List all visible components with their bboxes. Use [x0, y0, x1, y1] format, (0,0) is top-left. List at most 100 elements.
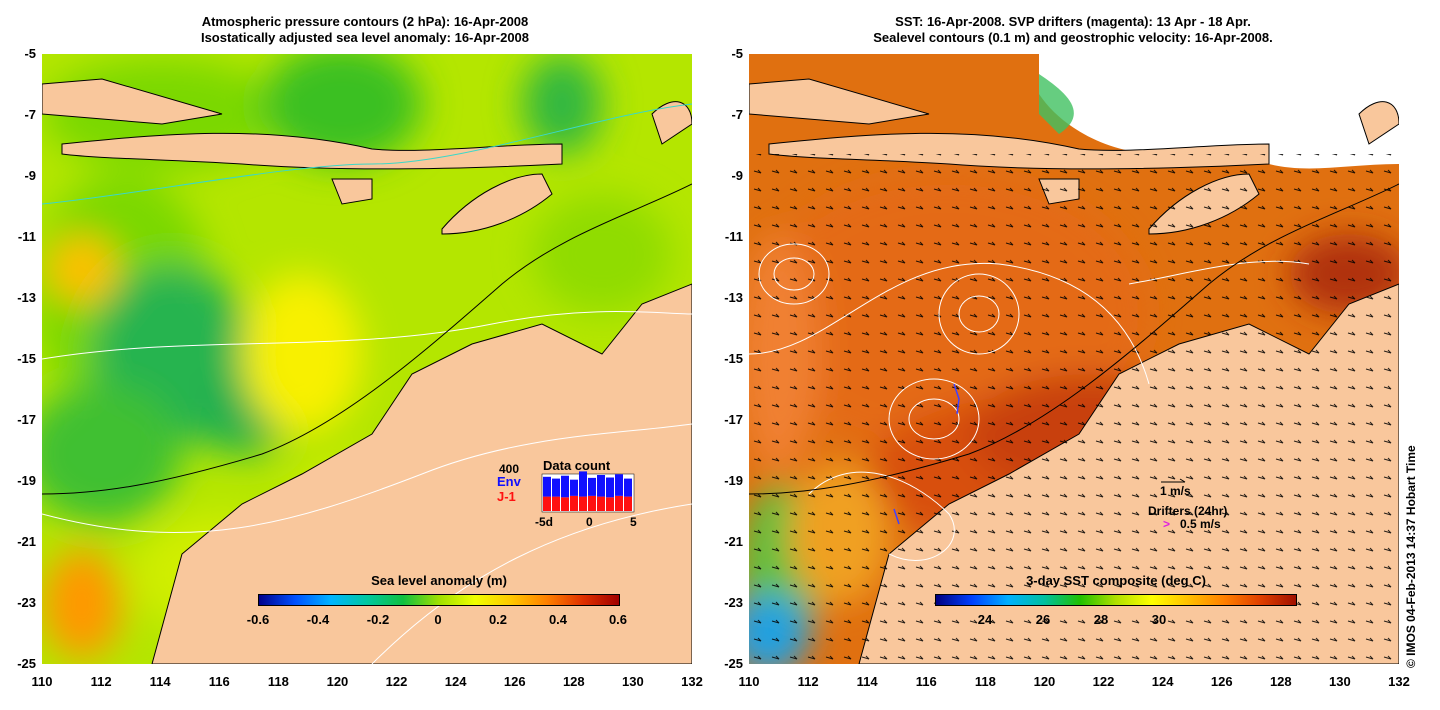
- sst-map-svg: [749, 54, 1399, 664]
- data-count-bar-j1: [570, 495, 578, 511]
- drifter-legend-title: Drifters (24hr): [1148, 504, 1228, 518]
- data-count-bar-env: [543, 476, 551, 497]
- data-count-bar-j1: [597, 496, 605, 511]
- data-count-title: Data count: [543, 458, 611, 473]
- right-x-tick-label: 132: [1388, 674, 1410, 689]
- left-x-tick-label: 110: [31, 674, 53, 689]
- sla-colorbar-title: Sea level anomaly (m): [371, 573, 507, 588]
- right-y-tick-label: -11: [724, 229, 743, 244]
- right-x-tick-label: 120: [1033, 674, 1056, 689]
- right-x-tick-label: 130: [1329, 674, 1351, 689]
- right-y-tick-label: -17: [724, 412, 743, 427]
- sst-colorbar-tick-label: 26: [1035, 612, 1051, 627]
- pressure-contour-cyan: [42, 103, 692, 205]
- cloud-edge: [1039, 74, 1074, 134]
- right-y-tick-label: -25: [724, 656, 743, 671]
- data-count-max-label: 400: [499, 462, 520, 476]
- sla-colorbar-tick-label: 0.2: [488, 612, 508, 627]
- imos-credit: © IMOS 04-Feb-2013 14:37 Hobart Time: [1404, 445, 1418, 668]
- pressure-contour: [42, 311, 692, 360]
- velocity-scale-arrowhead: [1179, 478, 1186, 483]
- right-x-tick-label: 116: [915, 674, 937, 689]
- sla-colorbar-tick-label: -0.4: [306, 612, 330, 627]
- right-x-tick-label: 118: [974, 674, 996, 689]
- left-y-tick-label: -21: [17, 534, 36, 549]
- data-count-xlabel-start: -5d: [535, 515, 553, 529]
- geostrophic-velocity-arrows: [749, 154, 1399, 664]
- data-count-bar-j1: [552, 496, 560, 511]
- sst-colorbar-title: 3-day SST composite (deg C): [1026, 573, 1206, 588]
- pressure-contour: [371, 503, 692, 664]
- left-x-tick-label: 120: [326, 674, 349, 689]
- left-y-tick-label: -11: [17, 229, 36, 244]
- data-count-bar-j1: [543, 496, 551, 511]
- data-count-bar-env: [624, 478, 632, 497]
- data-count-bar-env: [597, 475, 605, 497]
- data-count-xlabel-mid: 0: [586, 515, 593, 529]
- indonesian-islands: [61, 132, 563, 170]
- left-x-tick-label: 130: [622, 674, 644, 689]
- sla-colorbar-tick-label: 0: [434, 612, 442, 627]
- drifter-track: [953, 383, 960, 415]
- right-y-tick-label: -5: [731, 46, 743, 61]
- drifter-track: [893, 508, 900, 525]
- right-y-tick-label: -13: [724, 290, 743, 305]
- right-y-tick-label: -15: [724, 351, 743, 366]
- left-title-line1: Atmospheric pressure contours (2 hPa): 1…: [201, 14, 529, 29]
- sst-map: 1 m/s Drifters (24hr) > 0.5 m/s 3-day SS…: [749, 54, 1399, 664]
- left-y-tick-label: -19: [17, 473, 36, 488]
- java-island: [749, 78, 930, 125]
- data-count-bar-env: [615, 474, 623, 496]
- drifter-legend-scale: 0.5 m/s: [1180, 517, 1221, 531]
- sla-colorbar: [258, 594, 620, 606]
- left-y-tick-label: -25: [17, 656, 36, 671]
- left-y-tick-label: -23: [17, 595, 36, 610]
- right-x-tick-label: 128: [1269, 674, 1292, 689]
- sla-colorbar-tick-label: 0.6: [608, 612, 628, 627]
- sla-colorbar-tick-label: -0.6: [246, 612, 270, 627]
- right-x-tick-label: 112: [797, 674, 819, 689]
- legend-j1: J-1: [497, 489, 516, 504]
- right-y-tick-label: -23: [724, 595, 743, 610]
- data-count-bar-env: [606, 477, 614, 498]
- data-count-bar-j1: [588, 495, 596, 511]
- right-title-line1: SST: 16-Apr-2008. SVP drifters (magenta)…: [895, 14, 1251, 29]
- left-panel-title: Atmospheric pressure contours (2 hPa): 1…: [40, 14, 690, 46]
- data-count-bar-j1: [615, 495, 623, 511]
- right-x-tick-label: 124: [1151, 674, 1174, 689]
- left-y-tick-label: -17: [17, 412, 36, 427]
- data-count-bar-j1: [606, 497, 614, 511]
- bathymetry-contour: [42, 183, 692, 495]
- left-y-tick-label: -5: [24, 46, 36, 61]
- timor-island: [441, 173, 553, 235]
- data-count-bar-j1: [561, 497, 569, 511]
- left-x-tick-label: 114: [149, 674, 171, 689]
- right-x-tick-label: 114: [856, 674, 878, 689]
- sea-level-anomaly-map: 400 Data count Env J-1 -5d 0 5 Sea level…: [42, 54, 692, 664]
- right-x-tick-label: 110: [738, 674, 760, 689]
- left-x-tick-label: 116: [208, 674, 230, 689]
- data-count-bar-env: [588, 477, 596, 496]
- right-y-tick-label: -19: [724, 473, 743, 488]
- left-x-tick-label: 124: [444, 674, 467, 689]
- data-count-bar-j1: [579, 496, 587, 511]
- sea-level-contours: [749, 243, 1310, 561]
- left-y-tick-label: -7: [24, 107, 36, 122]
- drifter-legend-symbol: >: [1163, 517, 1171, 531]
- left-y-tick-label: -15: [17, 351, 36, 366]
- data-count-bars: [543, 471, 632, 511]
- velocity-scale-label: 1 m/s: [1160, 484, 1191, 498]
- right-y-tick-label: -21: [724, 534, 743, 549]
- right-x-tick-label: 126: [1210, 674, 1233, 689]
- sst-colorbar-tick-label: 30: [1151, 612, 1167, 627]
- java-island: [42, 78, 223, 125]
- pressure-contour: [42, 423, 692, 533]
- right-title-line2: Sealevel contours (0.1 m) and geostrophi…: [873, 30, 1273, 45]
- data-count-bar-env: [579, 471, 587, 497]
- sumba-island: [331, 178, 373, 205]
- left-y-tick-label: -13: [17, 290, 36, 305]
- right-y-tick-label: -9: [731, 168, 743, 183]
- data-count-bar-env: [561, 475, 569, 498]
- left-x-tick-label: 128: [562, 674, 585, 689]
- left-x-tick-label: 132: [681, 674, 703, 689]
